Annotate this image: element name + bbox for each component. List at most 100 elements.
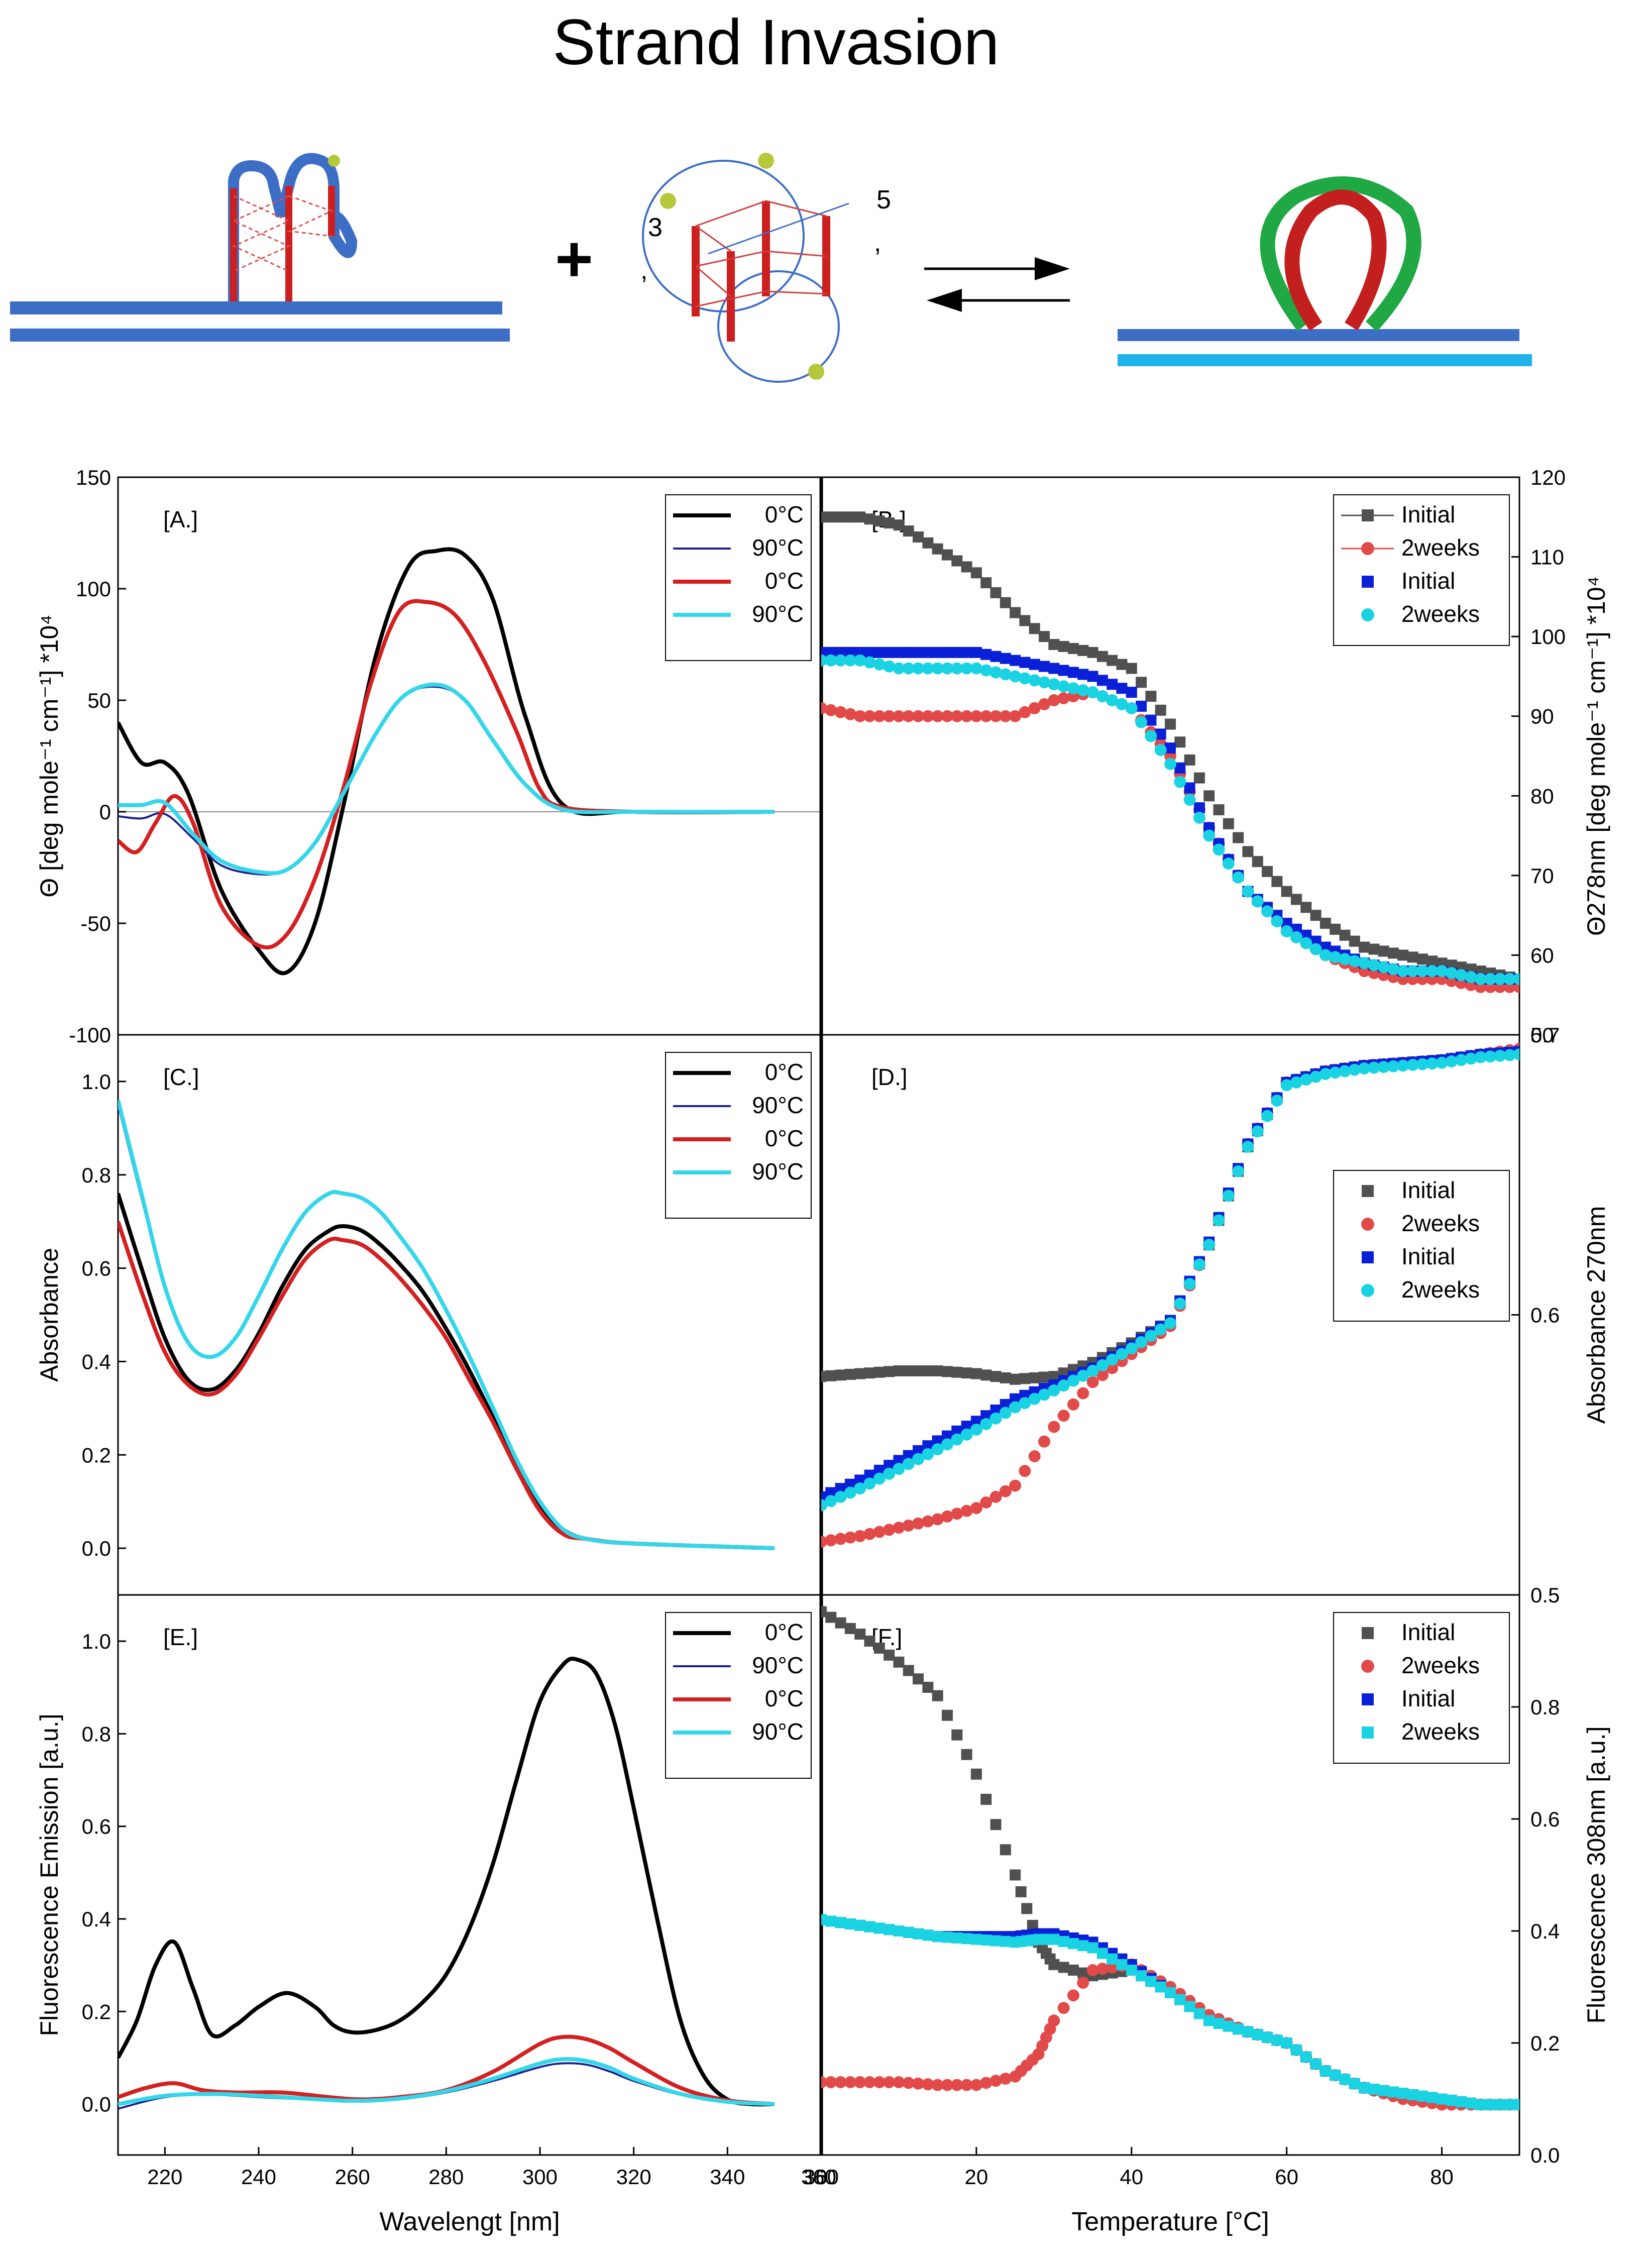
series-marker-circle-4 bbox=[1416, 1058, 1428, 1070]
series-marker-square-4 bbox=[1000, 1935, 1011, 1947]
series-marker-square-1 bbox=[1213, 804, 1225, 816]
series-marker-circle-4 bbox=[1358, 957, 1371, 969]
legend-swatch-circle bbox=[1361, 1284, 1374, 1297]
series-marker-circle-4 bbox=[1232, 1165, 1245, 1177]
quad-fluorophore-3 bbox=[808, 364, 824, 380]
series-marker-square-4 bbox=[1319, 2065, 1331, 2077]
series-marker-square-1 bbox=[990, 587, 1002, 598]
series-marker-circle-4 bbox=[1048, 678, 1060, 691]
series-marker-square-3 bbox=[922, 1440, 934, 1452]
series-marker-square-4 bbox=[1262, 2031, 1273, 2043]
series-marker-square-1 bbox=[1019, 615, 1031, 626]
series-marker-circle-4 bbox=[1358, 1062, 1371, 1074]
series-marker-square-1 bbox=[1378, 945, 1389, 957]
legend: Initial 2weeks Initial 2weeks bbox=[1333, 494, 1510, 646]
series-marker-circle-2 bbox=[1048, 1421, 1060, 1433]
series-marker-circle-4 bbox=[1416, 965, 1428, 978]
legend-entry-label: Initial bbox=[1401, 501, 1455, 527]
series-marker-square-4 bbox=[1330, 2070, 1341, 2081]
series-marker-circle-4 bbox=[1009, 670, 1022, 683]
series-marker-square-4 bbox=[1368, 2083, 1380, 2095]
series-marker-square-4 bbox=[980, 1934, 992, 1946]
series-marker-square-1 bbox=[1397, 949, 1409, 961]
series-marker-circle-4 bbox=[1222, 857, 1235, 870]
series-marker-square-3 bbox=[1184, 782, 1195, 794]
series-marker-circle-4 bbox=[1125, 1342, 1138, 1355]
series-marker-square-1 bbox=[854, 1368, 866, 1379]
series-marker-square-1 bbox=[951, 1729, 963, 1741]
series-marker-circle-4 bbox=[1339, 953, 1351, 965]
series-marker-square-3 bbox=[951, 646, 963, 658]
x-tick-label: 340 bbox=[710, 2165, 745, 2189]
series-marker-square-1 bbox=[1067, 642, 1079, 654]
series-marker-circle-2 bbox=[941, 1510, 953, 1523]
series-marker-square-4 bbox=[1436, 2093, 1448, 2105]
series-marker-square-3 bbox=[1193, 802, 1205, 814]
series-marker-square-3 bbox=[1058, 665, 1069, 676]
scheme-middle-quadruplex bbox=[642, 153, 849, 383]
scheme-comma-left: , bbox=[640, 256, 647, 285]
series-marker-square-4 bbox=[1155, 1981, 1166, 1993]
x-tick-label: 360 bbox=[804, 2165, 839, 2189]
series-marker-square-4 bbox=[1388, 2086, 1399, 2098]
y-tick-label: 0.7 bbox=[1530, 1023, 1560, 1047]
series-marker-square-4 bbox=[1136, 1970, 1147, 1982]
series-marker-circle-2 bbox=[922, 1515, 934, 1528]
series-marker-circle-4 bbox=[1038, 1388, 1051, 1401]
equilibrium-arrows bbox=[924, 257, 1070, 312]
series-marker-circle-4 bbox=[1057, 680, 1070, 693]
series-marker-square-4 bbox=[1165, 1987, 1176, 1998]
series-marker-square-4 bbox=[1407, 2089, 1418, 2101]
series-marker-square-4 bbox=[1096, 1948, 1108, 1959]
series-marker-circle-4 bbox=[1503, 973, 1516, 985]
series-marker-square-3 bbox=[961, 646, 972, 658]
series-marker-square-1 bbox=[1048, 1371, 1060, 1382]
plot-area bbox=[118, 1100, 775, 1551]
series-marker-circle-2 bbox=[893, 710, 905, 722]
dna-strand-bottom-left bbox=[10, 329, 510, 342]
scheme-right-product bbox=[1118, 176, 1532, 366]
series-marker-circle-4 bbox=[1319, 1068, 1332, 1081]
y-tick-label: 0.8 bbox=[82, 1722, 111, 1746]
series-marker-square-4 bbox=[1475, 2099, 1486, 2110]
legend-entry-label: 0°C bbox=[765, 1059, 804, 1085]
series-marker-circle-4 bbox=[1436, 965, 1448, 978]
series-marker-circle-2 bbox=[883, 710, 896, 722]
series-marker-circle-4 bbox=[960, 1428, 973, 1441]
series-marker-circle-4 bbox=[1193, 1258, 1205, 1271]
series-marker-circle-2 bbox=[960, 1504, 973, 1517]
legend-entry-label: 0°C bbox=[765, 1125, 804, 1151]
legend-swatch-square bbox=[1362, 1185, 1374, 1197]
series-line-1 bbox=[118, 1656, 775, 2107]
series-marker-circle-4 bbox=[922, 1448, 934, 1460]
series-marker-circle-2 bbox=[1086, 1376, 1099, 1388]
legend-swatch-circle bbox=[1361, 608, 1374, 621]
legend-swatch-circle bbox=[1361, 1218, 1374, 1231]
series-marker-circle-4 bbox=[883, 660, 896, 673]
series-marker-circle-2 bbox=[1019, 1465, 1031, 1477]
series-marker-circle-4 bbox=[1203, 1239, 1216, 1251]
x-tick-label: 300 bbox=[522, 2165, 558, 2189]
series-marker-circle-2 bbox=[1028, 1450, 1041, 1463]
series-marker-square-1 bbox=[1184, 754, 1195, 766]
series-marker-square-1 bbox=[1019, 1373, 1031, 1384]
series-marker-square-1 bbox=[903, 1365, 914, 1376]
y-axis-label: Fluorescence Emission [a.u.] bbox=[35, 1714, 63, 2036]
series-marker-square-1 bbox=[980, 1793, 992, 1805]
series-marker-circle-4 bbox=[941, 1438, 953, 1451]
series-marker-square-3 bbox=[821, 646, 827, 658]
y-tick-label: -100 bbox=[69, 1023, 111, 1047]
series-marker-circle-2 bbox=[999, 2073, 1012, 2085]
series-marker-circle-2 bbox=[902, 710, 915, 722]
product-loop-green bbox=[1260, 176, 1421, 332]
series-marker-square-1 bbox=[835, 1617, 846, 1629]
series-marker-square-1 bbox=[1271, 876, 1283, 887]
series-marker-circle-2 bbox=[1048, 2014, 1060, 2027]
series-marker-square-1 bbox=[1416, 953, 1428, 965]
series-marker-square-3 bbox=[961, 1421, 972, 1432]
series-marker-square-3 bbox=[1096, 675, 1108, 686]
legend-entry-label: Initial bbox=[1401, 1177, 1455, 1203]
hairpin-crosslinks bbox=[232, 195, 334, 272]
series-marker-circle-4 bbox=[980, 1418, 993, 1430]
legend-entry-label: 2weeks bbox=[1401, 1652, 1480, 1678]
